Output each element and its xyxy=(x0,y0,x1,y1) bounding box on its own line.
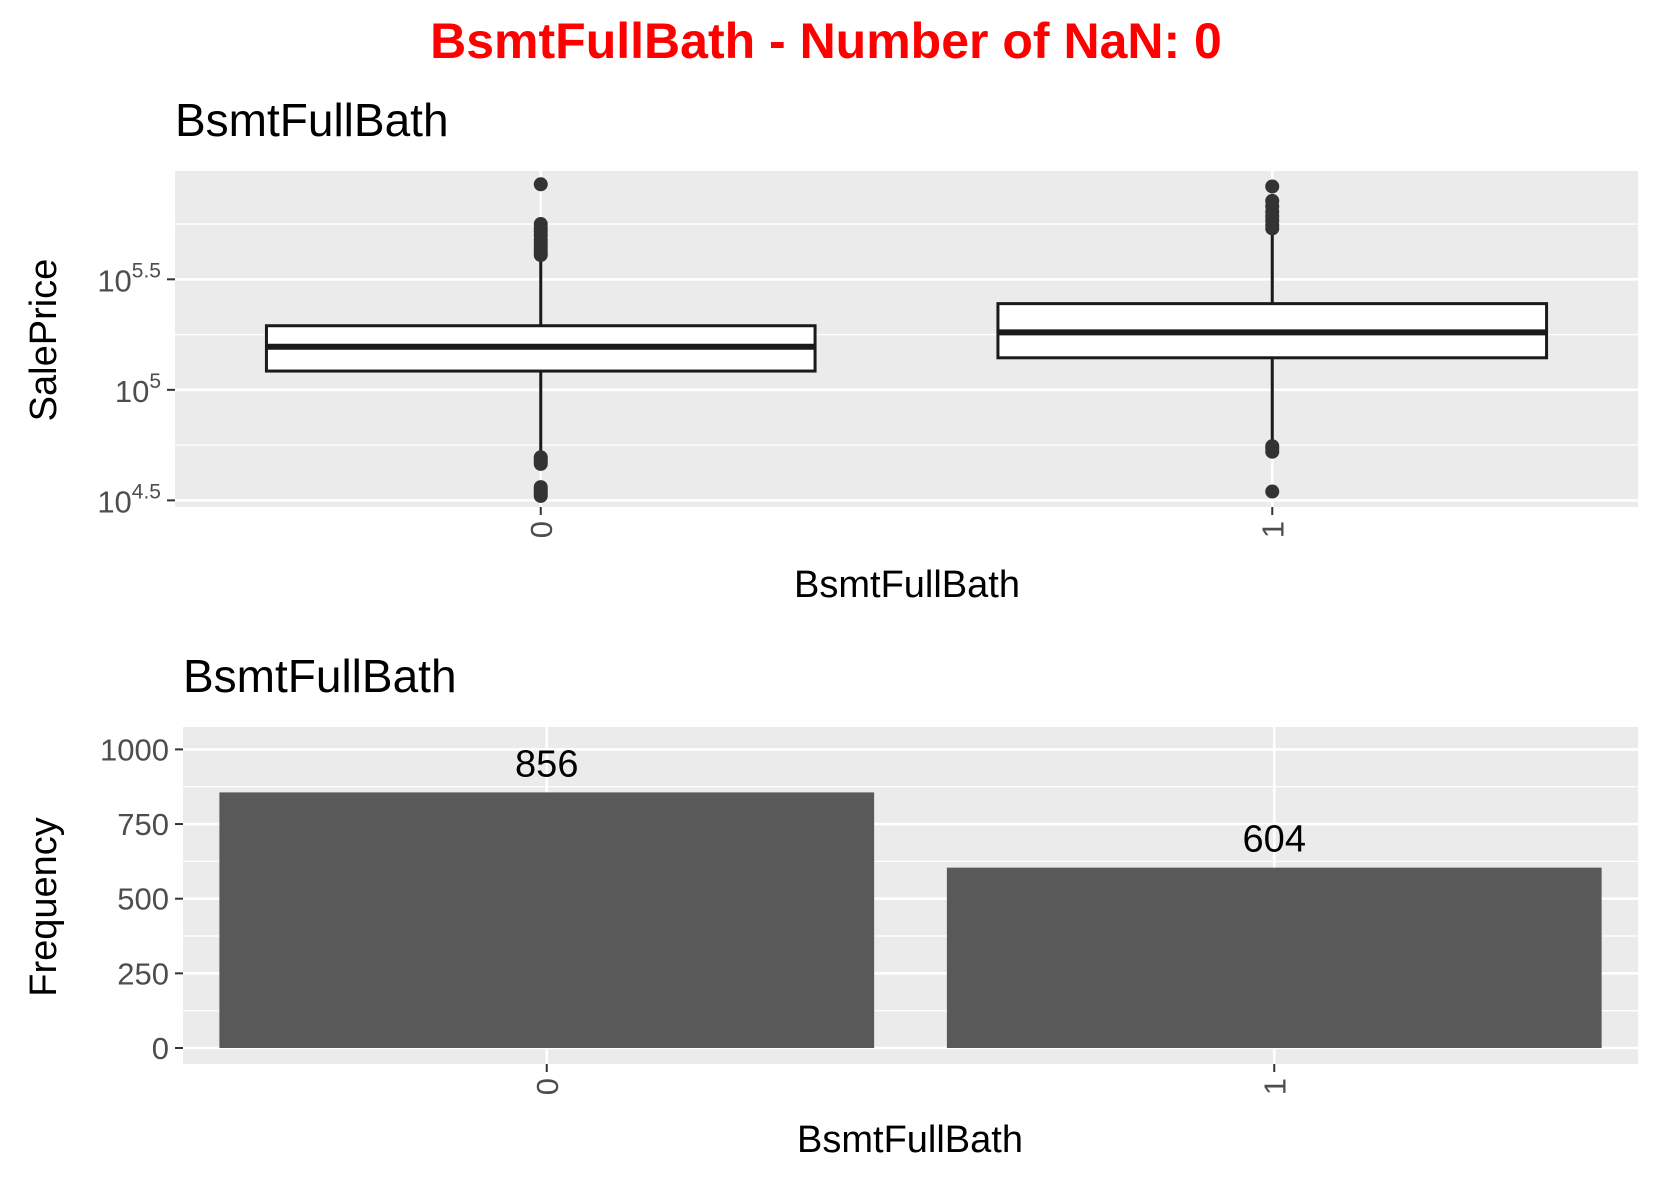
bar-data-label: 604 xyxy=(1243,819,1306,861)
y-tick-label: 105 xyxy=(115,370,161,409)
y-tick-label: 750 xyxy=(117,807,169,842)
boxplot-x-axis-title: BsmtFullBath xyxy=(794,564,1020,606)
boxplot-y-ticks: 104.5 105 105.5 xyxy=(97,259,175,519)
x-tick-label: 1 xyxy=(1257,1078,1292,1095)
bar-1 xyxy=(946,867,1602,1048)
outlier-point xyxy=(1265,484,1280,499)
y-tick-label: 500 xyxy=(117,882,169,917)
bar-0 xyxy=(219,792,875,1048)
outlier-point xyxy=(533,177,548,192)
x-tick-label: 1 xyxy=(1255,521,1290,538)
x-tick-label: 0 xyxy=(530,1078,565,1095)
outlier-point xyxy=(1265,193,1280,208)
y-tick-label: 250 xyxy=(117,956,169,991)
box-0 xyxy=(264,177,817,503)
boxplot-y-axis-title: SalePrice xyxy=(23,259,65,422)
main-title: BsmtFullBath - Number of NaN: 0 xyxy=(430,13,1222,69)
boxplot-title: BsmtFullBath xyxy=(175,94,449,146)
outlier-point xyxy=(533,217,548,232)
bar-chart-title: BsmtFullBath xyxy=(183,650,457,702)
bar-x-axis-title: BsmtFullBath xyxy=(797,1119,1023,1161)
bar-marks: 856 604 xyxy=(219,743,1602,1048)
outlier-point xyxy=(1265,439,1280,454)
outlier-point xyxy=(1265,179,1280,194)
bar-y-ticks: 0 250 500 750 1000 xyxy=(100,732,183,1066)
y-tick-label: 105.5 xyxy=(97,259,161,298)
bar-y-axis-title: Frequency xyxy=(23,817,65,997)
bar-data-label: 856 xyxy=(515,743,578,785)
x-tick-label: 0 xyxy=(524,521,559,538)
y-tick-label: 1000 xyxy=(100,732,169,767)
outlier-point xyxy=(533,480,548,495)
box-1 xyxy=(996,179,1549,499)
boxplot-marks xyxy=(264,177,1549,503)
y-tick-label: 0 xyxy=(152,1031,169,1066)
outlier-point xyxy=(533,450,548,465)
y-tick-label: 104.5 xyxy=(97,480,161,519)
